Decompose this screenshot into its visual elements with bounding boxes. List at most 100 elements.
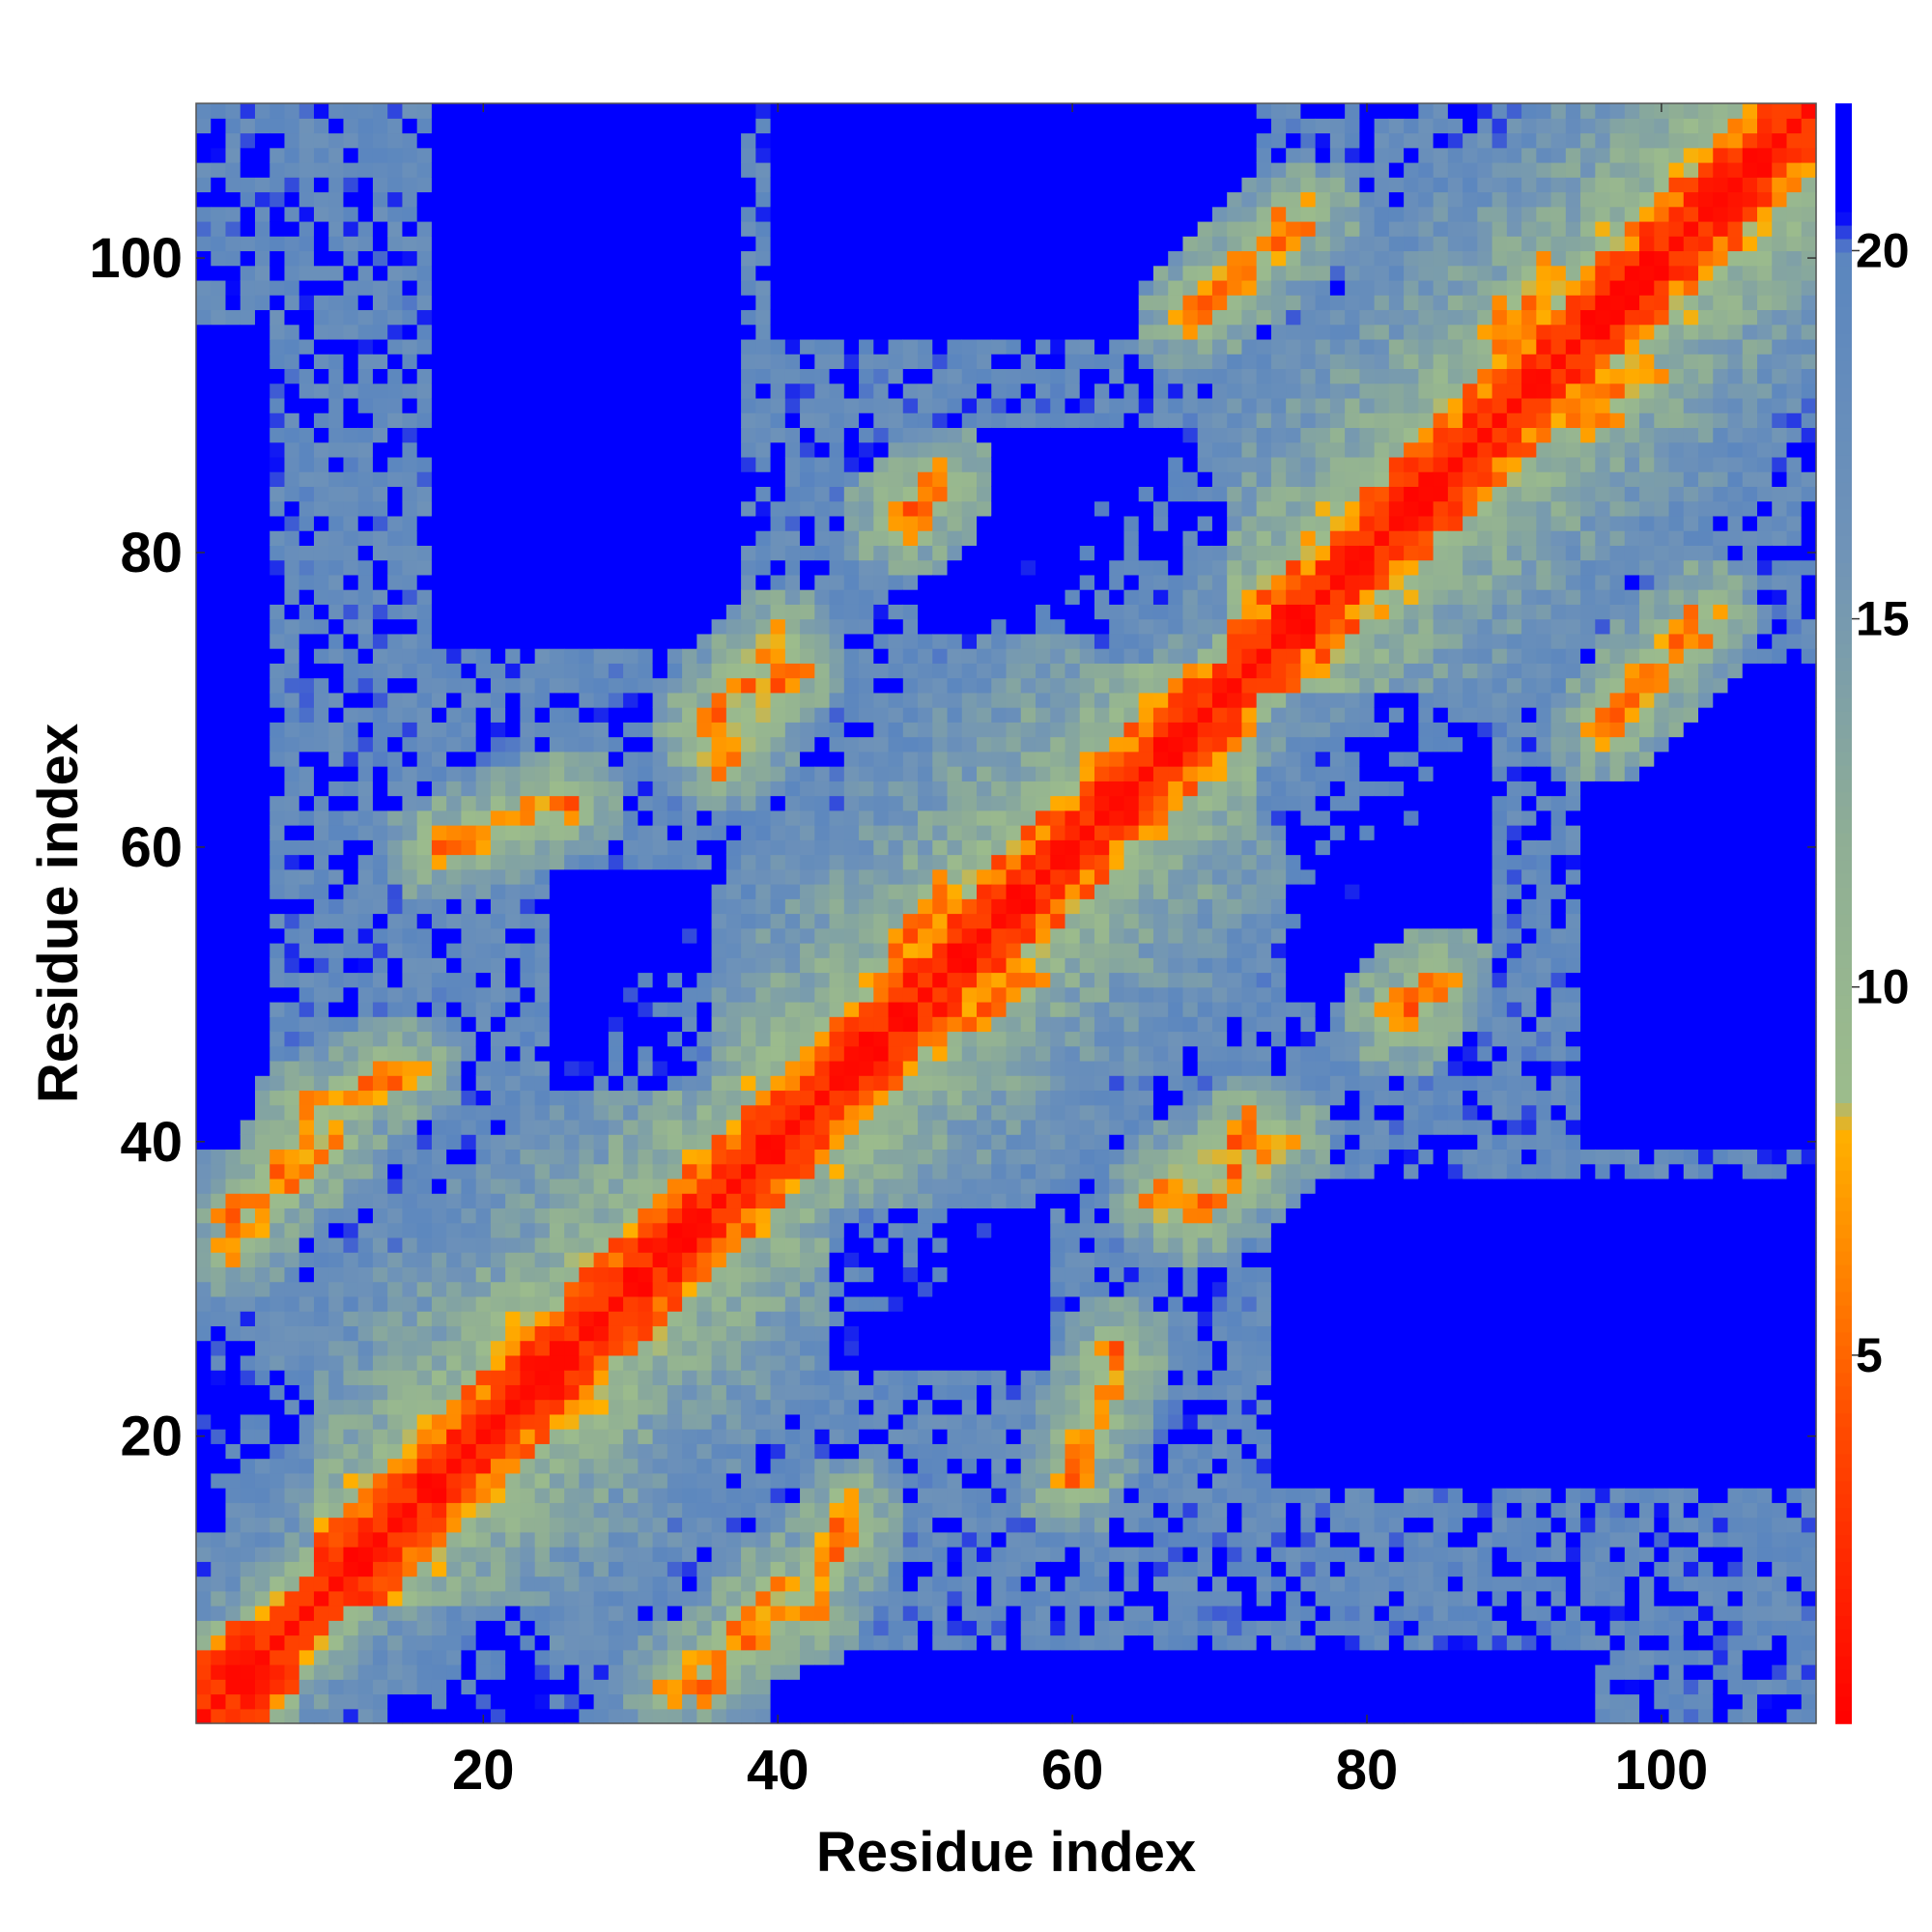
heatmap-cell [549,868,565,885]
heatmap-cell [549,324,565,340]
heatmap-cell [298,898,315,915]
heatmap-cell [652,1016,668,1033]
heatmap-cell [446,1016,463,1033]
heatmap-cell [225,618,242,635]
heatmap-cell [254,354,270,370]
heatmap-cell [313,1236,329,1253]
heatmap-cell [682,972,697,988]
heatmap-cell [784,898,801,915]
heatmap-cell [667,1620,683,1636]
heatmap-cell [608,736,624,753]
heatmap-cell [372,1561,388,1577]
heatmap-cell [638,103,654,119]
heatmap-cell [741,810,756,826]
heatmap-cell [475,220,492,237]
heatmap-cell [211,220,227,237]
heatmap-cell [711,825,727,840]
heatmap-cell [755,839,772,856]
heatmap-cell [254,338,270,355]
heatmap-cell [725,1208,742,1224]
heatmap-cell [859,1561,874,1577]
heatmap-cell [446,1075,463,1092]
heatmap-cell [475,1384,492,1401]
heatmap-cell [741,1561,756,1577]
heatmap-cell [446,1517,463,1533]
heatmap-cell [579,397,595,413]
heatmap-cell [829,1149,845,1165]
heatmap-cell [549,1001,565,1017]
heatmap-cell [240,1001,256,1017]
heatmap-cell [211,1472,227,1489]
heatmap-cell [520,868,536,885]
heatmap-cell [623,441,639,458]
heatmap-cell [372,781,388,797]
heatmap-cell [387,766,404,781]
heatmap-cell [725,1576,742,1592]
heatmap-cell [667,868,683,885]
heatmap-cell [638,1547,654,1562]
heatmap-cell [343,486,359,502]
heatmap-cell [225,1236,242,1253]
heatmap-cell [196,604,212,620]
heatmap-cell [461,839,477,856]
heatmap-cell [711,1370,727,1385]
heatmap-cell [755,1178,772,1194]
heatmap-cell [431,383,447,399]
heatmap-cell [549,1664,565,1680]
heatmap-cell [416,427,433,443]
heatmap-cell [593,279,610,296]
heatmap-cell [431,1561,447,1577]
heatmap-cell [505,1708,521,1724]
heatmap-cell [490,354,506,370]
heatmap-cell [490,441,506,458]
heatmap-cell [446,1178,463,1194]
heatmap-cell [446,781,463,797]
heatmap-cell [843,338,860,355]
heatmap-cell [387,309,404,326]
heatmap-cell [254,191,270,208]
heatmap-cell [431,1384,447,1401]
heatmap-cell [357,648,374,664]
heatmap-cell [667,1031,683,1047]
heatmap-cell [298,648,315,664]
heatmap-cell [534,913,551,929]
heatmap-cell [225,604,242,620]
heatmap-cell [814,1104,831,1121]
heatmap-cell [652,206,668,222]
heatmap-cell [593,1325,610,1342]
heatmap-cell [711,412,727,428]
heatmap-cell [240,1016,256,1033]
heatmap-cell [387,854,404,870]
heatmap-cell [696,854,713,870]
heatmap-cell [755,132,772,149]
heatmap-cell [814,338,831,355]
heatmap-cell [298,1281,315,1297]
heatmap-cell [579,1104,595,1121]
heatmap-cell [608,722,624,738]
heatmap-cell [843,515,860,531]
heatmap-cell [608,500,624,517]
heatmap-cell [313,1605,329,1621]
heatmap-cell [328,412,345,428]
heatmap-cell [270,1443,286,1460]
heatmap-cell [446,884,463,899]
heatmap-cell [225,1090,242,1106]
heatmap-cell [343,751,359,767]
heatmap-cell [564,648,580,664]
heatmap-cell [446,1370,463,1385]
heatmap-cell [549,412,565,428]
heatmap-cells [196,103,1817,1724]
heatmap-cell [534,854,551,870]
heatmap-cell [843,1060,860,1076]
heatmap-cell [593,338,610,355]
heatmap-cell [298,1266,315,1283]
heatmap-cell [549,1370,565,1385]
heatmap-cell [725,942,742,958]
heatmap-cell [387,279,404,296]
heatmap-cell [829,1429,845,1444]
heatmap-cell [638,471,654,487]
heatmap-cell [461,1149,477,1165]
heatmap-cell [475,825,492,840]
heatmap-cell [564,1413,580,1430]
heatmap-cell [696,220,713,237]
